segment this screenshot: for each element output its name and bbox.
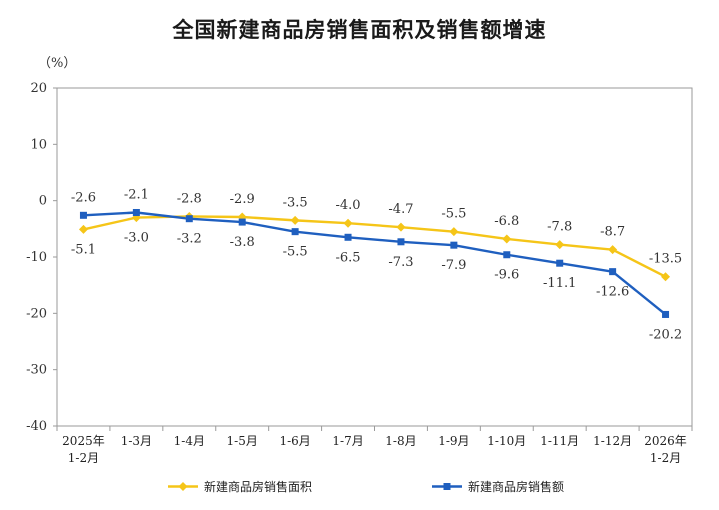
data-point-area (661, 272, 671, 282)
chart-title: 全国新建商品房销售面积及销售额增速 (172, 18, 547, 42)
data-label-sales: -7.3 (388, 255, 413, 270)
data-label-area: -4.0 (336, 198, 361, 213)
data-label-sales: -2.6 (71, 190, 96, 205)
plot-frame (56, 87, 693, 427)
y-tick-label: -30 (26, 363, 47, 378)
x-tick-label: 1-8月 (385, 434, 416, 448)
x-tick-label: 1-6月 (279, 434, 310, 448)
data-point-sales (397, 238, 405, 246)
legend-label: 新建商品房销售额 (468, 480, 565, 494)
data-point-area (555, 240, 565, 250)
x-tick-label: 1-2月 (68, 451, 99, 465)
x-tick-label: 1-4月 (174, 434, 205, 448)
data-point-area (608, 245, 618, 255)
data-label-sales: -12.6 (596, 285, 629, 300)
legend-swatch (432, 483, 462, 490)
data-label-area: -2.9 (230, 192, 255, 207)
data-label-sales: -6.5 (336, 250, 361, 265)
data-label-sales: -3.2 (177, 232, 202, 247)
y-tick-label: 0 (39, 194, 47, 209)
y-tick-label: -10 (26, 250, 47, 265)
data-point-area (290, 215, 300, 225)
data-point-sales (662, 310, 670, 318)
x-tick-label: 1-11月 (540, 434, 579, 448)
data-label-area: -4.7 (388, 202, 413, 217)
data-label-sales: -5.5 (283, 245, 308, 260)
x-tick-label: 2026年 (644, 434, 687, 448)
data-label-sales: -7.9 (441, 258, 466, 273)
data-label-sales: -3.8 (230, 235, 255, 250)
data-point-sales (238, 218, 246, 226)
legend-label: 新建商品房销售面积 (204, 480, 313, 494)
data-point-sales (609, 268, 617, 276)
data-label-area: -5.5 (441, 207, 466, 222)
x-tick-label: 1-12月 (593, 434, 632, 448)
data-point-sales (556, 259, 564, 267)
data-point-sales (291, 228, 299, 236)
data-label-area: -3.5 (283, 195, 308, 210)
data-label-sales: -9.6 (494, 268, 519, 283)
data-label-sales: -11.1 (543, 276, 576, 291)
legend-item-sales: 新建商品房销售额 (432, 478, 564, 495)
data-label-area: -13.5 (649, 252, 682, 267)
y-tick-label: -20 (26, 306, 47, 321)
data-point-sales (185, 215, 193, 223)
data-label-area: -2.8 (177, 191, 202, 206)
y-axis-unit-label: （%） (38, 56, 77, 71)
data-point-area (449, 227, 459, 237)
data-label-area: -7.8 (547, 220, 572, 235)
x-tick-label: 1-5月 (227, 434, 258, 448)
data-point-sales (132, 208, 140, 216)
y-tick-label: 20 (30, 81, 47, 96)
x-tick-label: 1-3月 (121, 434, 152, 448)
x-tick-label: 2025年 (62, 434, 105, 448)
legend-swatch (168, 482, 198, 491)
x-tick-label: 1-7月 (332, 434, 363, 448)
data-point-area (502, 234, 512, 244)
data-label-area: -8.7 (600, 225, 625, 240)
data-point-area (343, 218, 353, 228)
line-chart: 20 10 0 -10 -20 -30 -40 2025年 1-2月 1-3月 1-4月 1-5月 1-… (26, 81, 693, 465)
data-point-sales (450, 241, 458, 249)
series-line-sales (83, 211, 667, 316)
data-point-area (78, 224, 88, 234)
y-tick-label: -40 (26, 419, 47, 434)
data-label-area: -6.8 (494, 214, 519, 229)
data-point-sales (344, 233, 352, 241)
x-tick-label: 1-10月 (487, 434, 526, 448)
series-line-area (83, 215, 667, 278)
data-point-sales (503, 251, 511, 259)
data-point-sales (79, 211, 87, 219)
data-label-sales: -20.2 (649, 327, 682, 342)
y-tick-label: 10 (30, 137, 47, 152)
x-tick-label: 1-2月 (650, 451, 681, 465)
data-point-area (396, 222, 406, 232)
chart-legend: 新建商品房销售面积 新建商品房销售额 (0, 478, 719, 500)
legend-item-area: 新建商品房销售面积 (168, 478, 312, 495)
x-tick-label: 1-9月 (438, 434, 469, 448)
data-label-sales: -2.1 (124, 187, 149, 202)
data-label-area: -5.1 (71, 242, 96, 257)
data-label-area: -3.0 (124, 231, 149, 246)
